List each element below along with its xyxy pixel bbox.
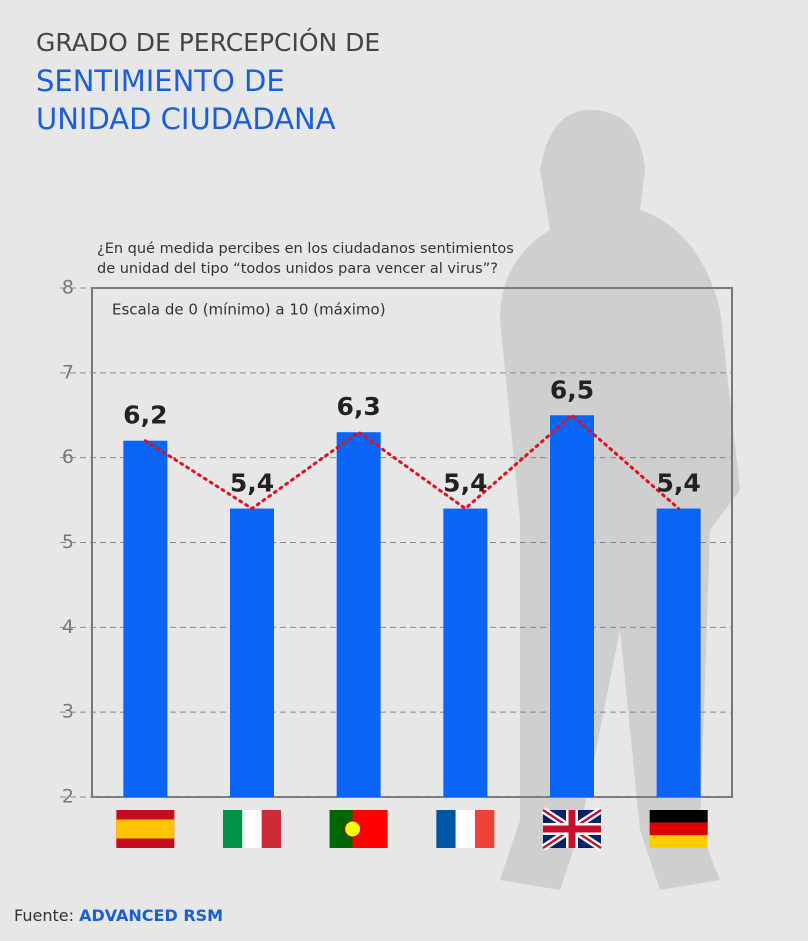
value-label: 5,4: [443, 469, 487, 498]
flag: [436, 810, 495, 848]
y-tick-label: 8: [62, 277, 74, 299]
flag: [541, 807, 603, 851]
value-label: 6,2: [123, 401, 167, 430]
flag-part: [261, 810, 281, 848]
flag-part: [543, 825, 601, 833]
source-name: ADVANCED RSM: [79, 906, 224, 925]
bar: [230, 508, 274, 797]
annotation: de unidad del tipo “todos unidos para ve…: [97, 261, 498, 277]
bar: [336, 432, 381, 797]
flag-part: [649, 835, 708, 848]
flag: [223, 810, 281, 848]
bar: [656, 508, 701, 797]
flag-part: [223, 810, 243, 848]
flag: [649, 810, 708, 848]
source-label: Fuente:: [14, 906, 74, 925]
y-tick-label: 7: [62, 361, 74, 383]
trend-line: [143, 413, 681, 511]
annotation: Escala de 0 (mínimo) a 10 (máximo): [112, 301, 386, 319]
y-tick-label: 3: [62, 701, 74, 723]
value-label: 5,4: [230, 469, 274, 498]
bar: [123, 440, 168, 797]
flag-part: [116, 819, 175, 839]
annotation: ¿En qué medida percibes en los ciudadano…: [97, 241, 514, 257]
chart-title: GRADO DE PERCEPCIÓN DE: [36, 28, 381, 57]
y-tick-label: 5: [62, 531, 74, 553]
source: Fuente: ADVANCED RSM: [14, 906, 223, 925]
y-tick-label: 2: [62, 786, 74, 808]
flag-part: [242, 810, 262, 848]
flag: [116, 810, 175, 848]
value-label: 6,5: [550, 375, 594, 404]
flag-part: [649, 822, 708, 836]
flag-part: [344, 820, 362, 838]
flag: [329, 810, 388, 848]
bar: [550, 415, 594, 797]
flag-part: [649, 810, 708, 823]
chart-subtitle: SENTIMIENTO DE UNIDAD CIUDADANA: [36, 64, 336, 136]
background-figure: [500, 110, 740, 890]
flag-part: [329, 810, 353, 848]
flag-part: [475, 810, 495, 848]
y-tick-label: 4: [62, 616, 74, 638]
value-label: 6,3: [337, 392, 381, 421]
bar: [443, 508, 488, 797]
y-tick-label: 6: [62, 446, 74, 468]
flag-part: [436, 810, 456, 848]
value-label: 5,4: [657, 469, 701, 498]
flag-part: [455, 810, 475, 848]
